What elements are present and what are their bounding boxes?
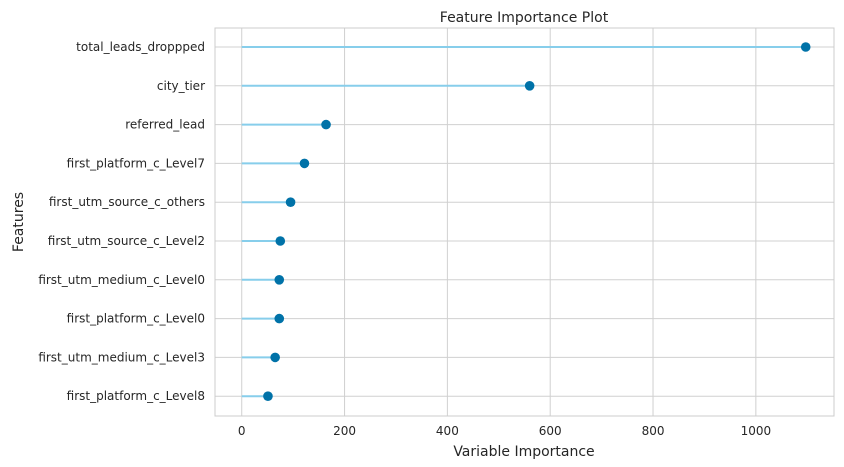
x-tick-labels: 0 200 400 600 800 1000 (238, 424, 771, 438)
y-tick-label: total_leads_droppped (76, 40, 205, 54)
data-point (274, 275, 285, 285)
y-tick-label: referred_lead (125, 118, 205, 132)
data-point (263, 391, 273, 402)
y-tick-label: first_utm_medium_c_Level0 (38, 273, 205, 287)
y-tick-label: first_platform_c_Level7 (67, 156, 205, 170)
chart-title: Feature Importance Plot (440, 10, 609, 26)
markers (263, 42, 811, 402)
data-point (800, 42, 811, 52)
y-tick-label: first_utm_medium_c_Level3 (38, 350, 205, 364)
data-point (270, 352, 280, 363)
x-tick-label: 600 (539, 424, 562, 438)
x-axis-label: Variable Importance (453, 444, 594, 460)
data-point (275, 236, 286, 246)
y-tick-label: city_tier (157, 79, 205, 93)
x-tick-label: 1000 (741, 424, 772, 438)
data-point (524, 81, 535, 91)
plot-frame (214, 27, 835, 417)
stems (241, 46, 806, 398)
y-axis-label: Features (11, 192, 27, 252)
x-tick-label: 200 (333, 424, 356, 438)
y-tick-label: first_utm_source_c_Level2 (48, 234, 205, 248)
data-point (274, 313, 285, 324)
grid (215, 28, 834, 416)
y-tick-label: first_utm_source_c_others (49, 195, 205, 209)
x-tick-label: 400 (436, 424, 459, 438)
x-tick-label: 800 (642, 424, 665, 438)
data-point (285, 197, 296, 207)
x-tick-label: 0 (238, 424, 246, 438)
y-tick-label: first_platform_c_Level0 (67, 312, 205, 326)
data-point (321, 119, 331, 130)
y-tick-labels: total_leads_droppped city_tier referred_le… (38, 40, 205, 403)
data-point (299, 158, 310, 169)
y-tick-label: first_platform_c_Level8 (67, 389, 205, 403)
